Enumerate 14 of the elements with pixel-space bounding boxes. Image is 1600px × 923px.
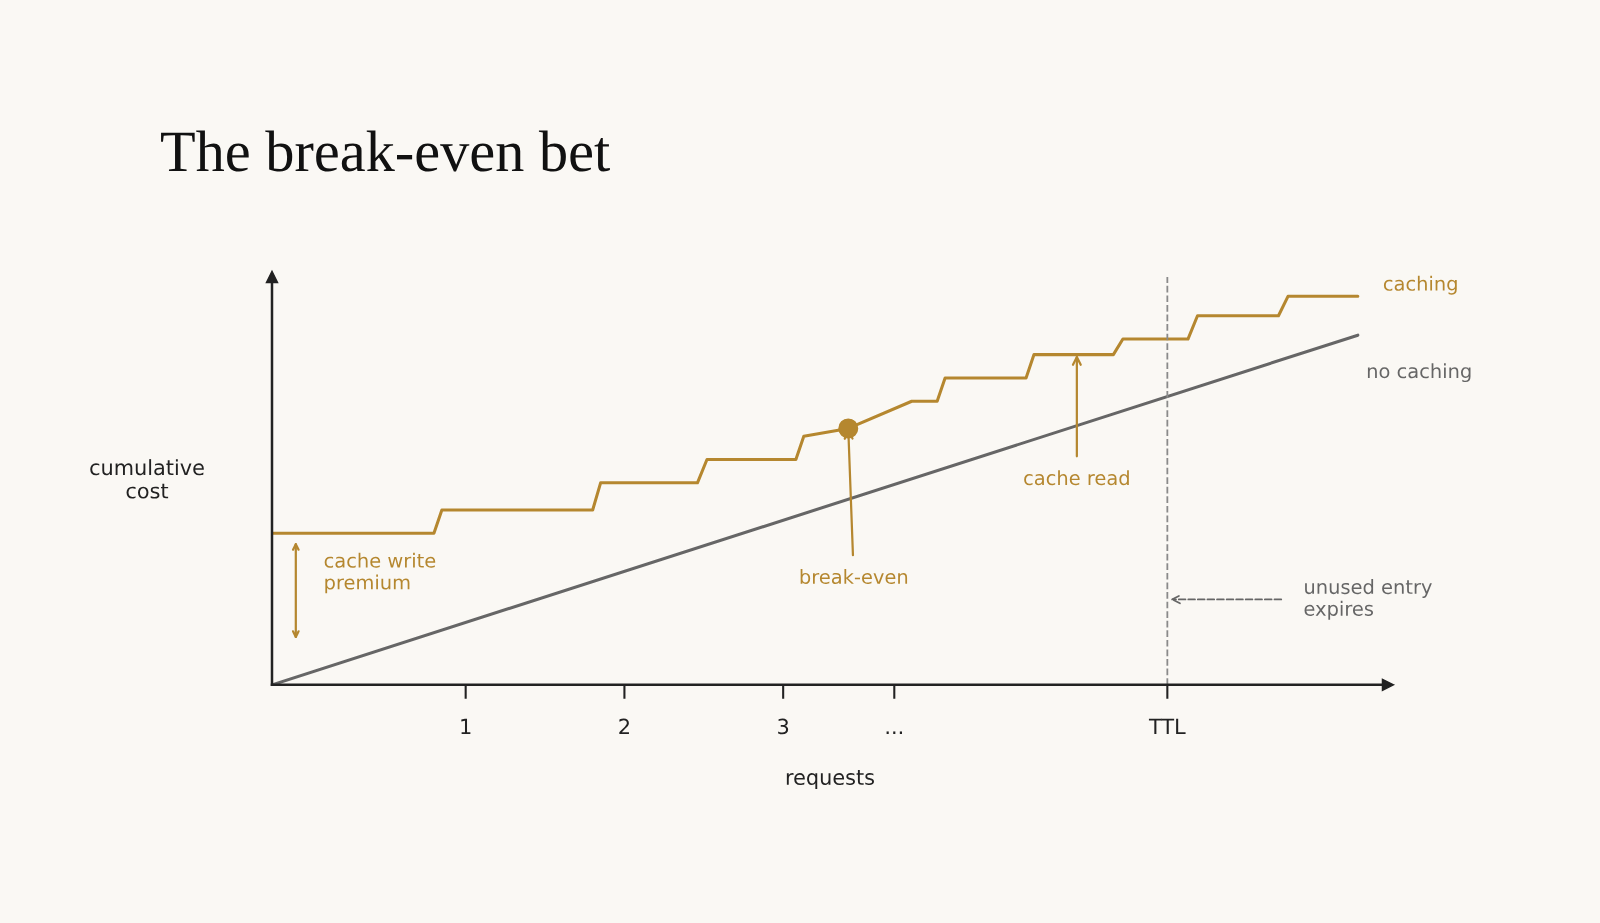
x-tick-label: TTL bbox=[1148, 718, 1186, 735]
annotation: break-even bbox=[800, 569, 908, 585]
x-tick-label: 2 bbox=[619, 718, 629, 735]
y-axis-title: cumulative cost bbox=[90, 459, 204, 499]
x-axis-title: requests bbox=[786, 770, 874, 790]
x-tick-label: 1 bbox=[461, 718, 471, 735]
x-tick-label: 3 bbox=[778, 718, 789, 735]
annotation: cache write premium bbox=[324, 552, 436, 594]
annotation: unused entry expires bbox=[1304, 579, 1432, 620]
annotation: cache read bbox=[1024, 470, 1129, 486]
series-label: no caching bbox=[1367, 363, 1471, 383]
x-tick-label: ... bbox=[886, 731, 902, 735]
chart-title: The break-even bet bbox=[161, 130, 610, 172]
series-label: caching bbox=[1383, 275, 1457, 295]
